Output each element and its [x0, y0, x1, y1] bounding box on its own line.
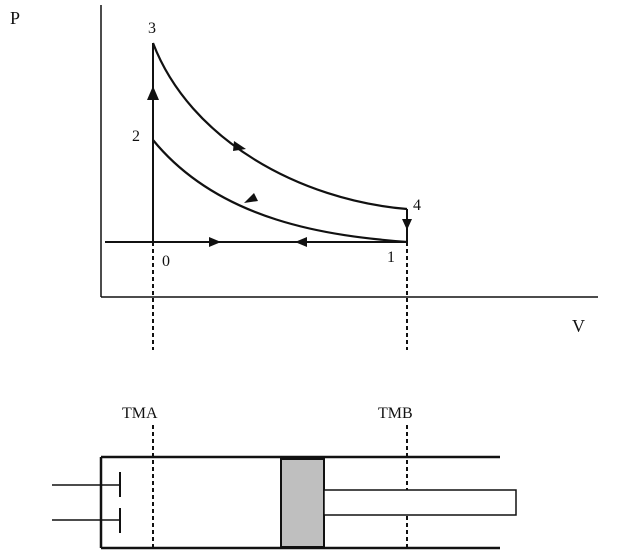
connecting-rod [323, 489, 517, 516]
combustion-arrow [147, 86, 159, 100]
compression-curve [152, 139, 408, 244]
pv-diagram: P V 0 1 2 3 4 [10, 5, 598, 350]
expansion-arrow [233, 141, 246, 151]
blowdown-arrow [402, 219, 412, 230]
p-axis-label: P [10, 8, 20, 28]
compression-arrow [244, 193, 258, 203]
tma-label: TMA [122, 405, 158, 422]
intake-arrow [209, 237, 221, 247]
expansion-curve [151, 42, 408, 211]
point-label-4: 4 [413, 197, 421, 214]
cylinder-diagram: TMA TMB [52, 405, 517, 550]
v-axis-label: V [572, 316, 585, 336]
point-label-0: 0 [162, 253, 170, 270]
exhaust-arrow [295, 237, 307, 247]
point-label-2: 2 [132, 128, 140, 145]
tmb-label: TMB [378, 405, 413, 422]
point-label-3: 3 [148, 20, 156, 37]
point-label-1: 1 [387, 249, 395, 266]
piston [280, 458, 325, 548]
